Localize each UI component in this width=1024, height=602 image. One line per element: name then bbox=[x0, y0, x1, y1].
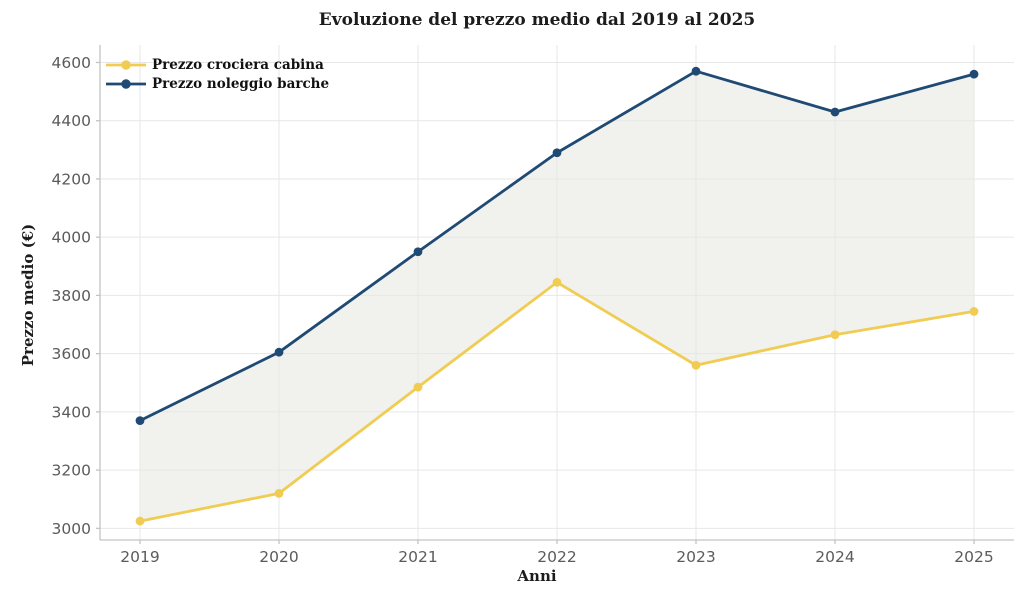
y-axis-title: Prezzo medio (€) bbox=[19, 223, 37, 367]
data-point-prezzo-crociera-cabina-2024 bbox=[830, 330, 840, 340]
legend-label-noleggio: Prezzo noleggio barche bbox=[152, 76, 330, 92]
data-point-prezzo-noleggio-barche-2023 bbox=[691, 66, 701, 76]
data-point-prezzo-noleggio-barche-2019 bbox=[135, 416, 145, 426]
x-tick-label: 2022 bbox=[537, 548, 576, 566]
fill-between-area bbox=[140, 71, 974, 522]
y-tick-label: 3000 bbox=[52, 520, 91, 538]
y-tick-label: 3200 bbox=[52, 462, 91, 480]
x-tick-label: 2025 bbox=[954, 548, 993, 566]
data-point-prezzo-noleggio-barche-2022 bbox=[552, 148, 562, 158]
y-tick-label: 3800 bbox=[52, 287, 91, 305]
data-point-prezzo-crociera-cabina-2020 bbox=[274, 489, 284, 498]
data-point-prezzo-crociera-cabina-2023 bbox=[691, 360, 701, 370]
y-tick-label: 3600 bbox=[52, 345, 91, 363]
data-point-prezzo-crociera-cabina-2019 bbox=[135, 516, 145, 526]
data-point-prezzo-noleggio-barche-2021 bbox=[413, 247, 423, 257]
y-tick-label: 4600 bbox=[52, 54, 91, 72]
data-point-prezzo-noleggio-barche-2024 bbox=[830, 107, 840, 117]
y-tick-label: 4200 bbox=[52, 170, 91, 188]
data-point-prezzo-noleggio-barche-2025 bbox=[969, 69, 979, 79]
x-tick-label: 2019 bbox=[120, 548, 159, 566]
data-point-prezzo-crociera-cabina-2022 bbox=[552, 277, 562, 287]
x-tick-label: 2021 bbox=[398, 548, 437, 566]
x-tick-label: 2020 bbox=[259, 548, 298, 566]
y-tick-label: 4400 bbox=[52, 112, 91, 130]
x-tick-label: 2023 bbox=[676, 548, 715, 566]
y-tick-label: 3400 bbox=[52, 403, 91, 421]
y-tick-label: 4000 bbox=[52, 229, 91, 247]
data-point-prezzo-noleggio-barche-2020 bbox=[274, 347, 284, 357]
data-point-prezzo-crociera-cabina-2021 bbox=[413, 382, 423, 392]
legend-line-marker-icon bbox=[106, 60, 146, 70]
chart-title: Evoluzione del prezzo medio dal 2019 al … bbox=[318, 10, 756, 30]
legend: Prezzo crociera cabina Prezzo noleggio b… bbox=[106, 57, 329, 92]
legend-label-crociera: Prezzo crociera cabina bbox=[152, 57, 324, 73]
x-axis-title: Anni bbox=[517, 567, 557, 585]
data-point-prezzo-crociera-cabina-2025 bbox=[969, 307, 979, 316]
legend-item-noleggio: Prezzo noleggio barche bbox=[106, 76, 329, 92]
legend-line-marker-icon bbox=[106, 79, 146, 89]
legend-item-crociera: Prezzo crociera cabina bbox=[106, 57, 329, 73]
x-tick-label: 2024 bbox=[815, 548, 854, 566]
